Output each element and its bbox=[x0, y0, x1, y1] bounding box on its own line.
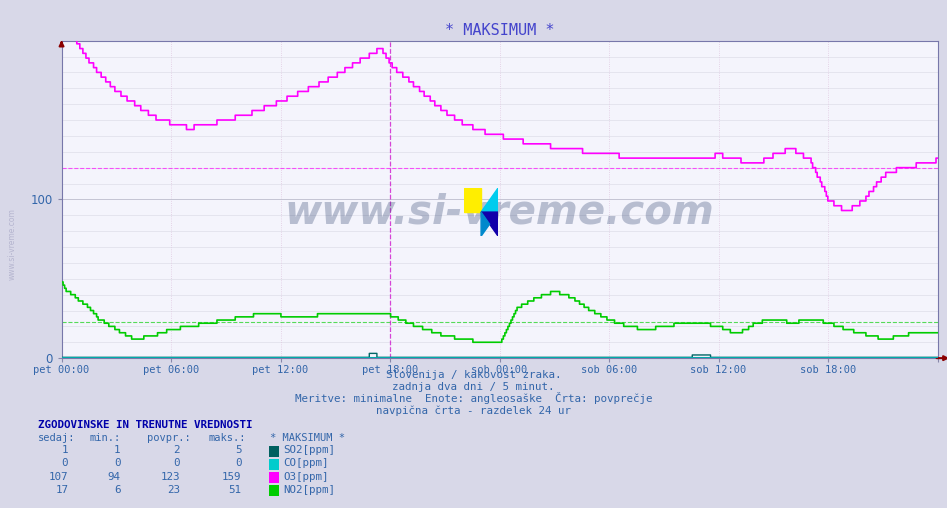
Text: www.si-vreme.com: www.si-vreme.com bbox=[285, 192, 714, 232]
Text: 0: 0 bbox=[62, 458, 68, 468]
Text: 2: 2 bbox=[173, 445, 180, 455]
Bar bbox=[464, 188, 481, 212]
Text: * MAKSIMUM *: * MAKSIMUM * bbox=[270, 433, 345, 443]
Text: navpična črta - razdelek 24 ur: navpična črta - razdelek 24 ur bbox=[376, 405, 571, 416]
Text: maks.:: maks.: bbox=[208, 433, 246, 443]
Text: SO2[ppm]: SO2[ppm] bbox=[283, 445, 335, 455]
Text: 5: 5 bbox=[235, 445, 241, 455]
Text: zadnja dva dni / 5 minut.: zadnja dva dni / 5 minut. bbox=[392, 382, 555, 392]
Text: ZGODOVINSKE IN TRENUTNE VREDNOSTI: ZGODOVINSKE IN TRENUTNE VREDNOSTI bbox=[38, 420, 253, 430]
Text: 17: 17 bbox=[55, 485, 68, 495]
Polygon shape bbox=[481, 212, 498, 236]
Text: povpr.:: povpr.: bbox=[147, 433, 190, 443]
Text: min.:: min.: bbox=[90, 433, 121, 443]
Text: Meritve: minimalne  Enote: angleosaške  Črta: povprečje: Meritve: minimalne Enote: angleosaške Čr… bbox=[295, 392, 652, 404]
Text: 107: 107 bbox=[48, 471, 68, 482]
Text: 0: 0 bbox=[173, 458, 180, 468]
Text: sedaj:: sedaj: bbox=[38, 433, 76, 443]
Text: 159: 159 bbox=[222, 471, 241, 482]
Text: NO2[ppm]: NO2[ppm] bbox=[283, 485, 335, 495]
Text: 1: 1 bbox=[62, 445, 68, 455]
Title: * MAKSIMUM *: * MAKSIMUM * bbox=[445, 23, 554, 38]
Text: 23: 23 bbox=[167, 485, 180, 495]
Text: 123: 123 bbox=[160, 471, 180, 482]
Text: www.si-vreme.com: www.si-vreme.com bbox=[8, 208, 17, 280]
Text: CO[ppm]: CO[ppm] bbox=[283, 458, 329, 468]
Text: 94: 94 bbox=[107, 471, 120, 482]
Text: O3[ppm]: O3[ppm] bbox=[283, 471, 329, 482]
Text: 1: 1 bbox=[114, 445, 120, 455]
Text: 51: 51 bbox=[228, 485, 241, 495]
Text: 6: 6 bbox=[114, 485, 120, 495]
Text: 0: 0 bbox=[114, 458, 120, 468]
Polygon shape bbox=[481, 212, 490, 236]
Text: 0: 0 bbox=[235, 458, 241, 468]
Polygon shape bbox=[481, 188, 498, 212]
Text: Slovenija / kakovost zraka.: Slovenija / kakovost zraka. bbox=[385, 370, 562, 380]
